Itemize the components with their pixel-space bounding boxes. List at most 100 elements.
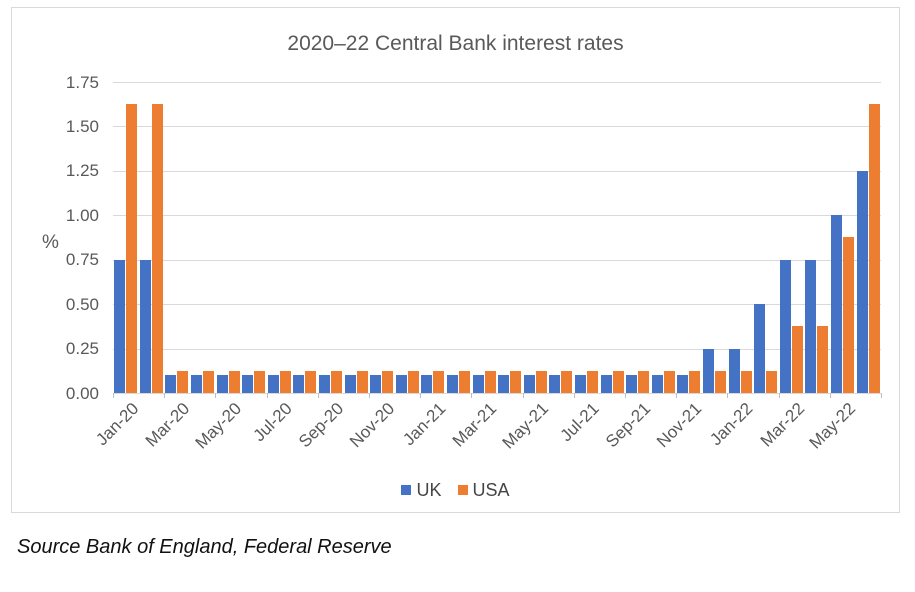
legend-label-usa: USA — [472, 479, 510, 500]
x-axis-tick — [573, 393, 575, 398]
y-axis-tick-label: 1.75 — [65, 72, 99, 92]
x-axis-label-may-22: May-22 — [805, 399, 860, 453]
bar-usa-sep-20 — [331, 371, 343, 393]
bar-uk-dec-20 — [395, 375, 407, 393]
bar-group-oct-21 — [650, 82, 676, 393]
bar-usa-mar-21 — [484, 371, 496, 393]
bar-usa-may-20 — [228, 371, 240, 393]
bar-uk-jun-21 — [549, 375, 561, 393]
legend: UK USA — [12, 478, 899, 502]
x-axis-label-jan-22: Jan-22 — [706, 399, 757, 450]
x-axis-tick — [317, 393, 319, 398]
bar-usa-jul-21 — [586, 371, 598, 393]
source-note: Source Bank of England, Federal Reserve — [17, 536, 392, 558]
bar-group-nov-20 — [369, 82, 395, 393]
bar-group-dec-20 — [395, 82, 421, 393]
bar-uk-apr-22 — [805, 260, 817, 393]
bar-group-feb-22 — [753, 82, 779, 393]
x-axis-tick — [676, 393, 678, 398]
bar-usa-feb-20 — [151, 104, 163, 393]
bar-usa-feb-21 — [459, 371, 471, 393]
bar-usa-sep-21 — [638, 371, 650, 393]
x-axis-label-jul-20: Jul-20 — [249, 399, 296, 446]
bar-series-container — [113, 82, 881, 393]
bar-group-jan-20 — [113, 82, 139, 393]
x-axis-tick — [522, 393, 524, 398]
bar-usa-jun-20 — [254, 371, 266, 393]
chart-card[interactable]: 2020–22 Central Bank interest rates % 0.… — [11, 7, 900, 513]
x-axis-label-nov-20: Nov-20 — [346, 399, 399, 452]
bar-usa-mar-20 — [177, 371, 189, 393]
bar-group-jun-22 — [855, 82, 881, 393]
bar-group-jan-22 — [727, 82, 753, 393]
bar-group-jun-20 — [241, 82, 267, 393]
bar-group-sep-20 — [318, 82, 344, 393]
x-axis-line — [113, 393, 881, 394]
legend-swatch-usa — [457, 485, 468, 495]
x-axis-tick — [625, 393, 626, 398]
x-axis-label-mar-22: Mar-22 — [756, 399, 808, 451]
bar-usa-aug-21 — [612, 371, 624, 393]
bar-group-apr-21 — [497, 82, 523, 393]
bar-uk-feb-20 — [139, 260, 151, 393]
bar-group-mar-22 — [778, 82, 804, 393]
bar-usa-jun-21 — [561, 371, 573, 393]
legend-swatch-uk — [401, 485, 412, 495]
bar-uk-sep-20 — [319, 375, 331, 393]
x-axis-tick — [113, 393, 114, 398]
x-axis-label-mar-20: Mar-20 — [141, 399, 194, 451]
y-axis-tick-label: 1.25 — [65, 161, 99, 181]
bar-uk-sep-21 — [626, 375, 638, 393]
bar-group-feb-20 — [139, 82, 165, 393]
x-axis-label-may-20: May-20 — [191, 399, 245, 453]
bar-usa-may-21 — [535, 371, 547, 393]
bar-usa-apr-21 — [510, 371, 522, 393]
bar-usa-dec-20 — [407, 371, 419, 393]
y-axis-tick-label: 0.50 — [65, 294, 99, 314]
y-axis-tick-label: 0.25 — [65, 339, 99, 359]
gridline — [113, 215, 881, 217]
bar-usa-oct-20 — [356, 371, 368, 393]
bar-uk-nov-20 — [370, 375, 382, 393]
x-axis-label-mar-21: Mar-21 — [449, 399, 501, 451]
chart-title: 2020–22 Central Bank interest rates — [287, 32, 624, 55]
x-axis-tick — [164, 393, 166, 398]
x-axis-tick — [369, 393, 370, 398]
bar-uk-may-21 — [523, 375, 535, 393]
bar-uk-may-22 — [830, 215, 842, 393]
x-axis-tick — [727, 393, 729, 398]
bar-usa-apr-22 — [817, 326, 829, 393]
bar-uk-jan-21 — [421, 375, 433, 393]
x-axis-label-may-21: May-21 — [498, 399, 552, 453]
bar-uk-jan-20 — [114, 260, 126, 393]
bar-uk-oct-20 — [344, 375, 356, 393]
bar-group-feb-21 — [446, 82, 472, 393]
x-axis-label-sep-20: Sep-20 — [294, 399, 348, 452]
bar-uk-mar-22 — [779, 260, 791, 393]
bar-uk-apr-20 — [191, 375, 203, 393]
x-axis-label-nov-21: Nov-21 — [653, 399, 706, 452]
bar-uk-mar-21 — [472, 375, 484, 393]
x-axis-label-jan-20: Jan-20 — [92, 399, 143, 450]
x-axis-tick — [266, 393, 268, 398]
bar-usa-may-22 — [842, 237, 854, 393]
bar-usa-jan-20 — [126, 104, 138, 393]
plot-area — [113, 82, 881, 394]
bar-usa-jul-20 — [279, 371, 291, 393]
bar-group-oct-20 — [343, 82, 369, 393]
gridline — [113, 82, 881, 83]
y-axis-tick-label: 0.75 — [65, 250, 99, 270]
bar-uk-aug-20 — [293, 375, 305, 393]
bar-group-aug-21 — [599, 82, 625, 393]
bar-group-may-20 — [215, 82, 241, 393]
bar-usa-nov-20 — [382, 371, 394, 393]
y-axis-tick-label: 0.00 — [65, 383, 99, 403]
y-axis-tick-label: 1.50 — [65, 116, 99, 136]
bar-group-may-22 — [830, 82, 856, 393]
bar-uk-jun-20 — [242, 375, 254, 393]
bar-uk-feb-21 — [447, 375, 459, 393]
bar-usa-feb-22 — [766, 371, 778, 393]
gridline — [113, 170, 881, 172]
bar-usa-aug-20 — [305, 371, 317, 393]
